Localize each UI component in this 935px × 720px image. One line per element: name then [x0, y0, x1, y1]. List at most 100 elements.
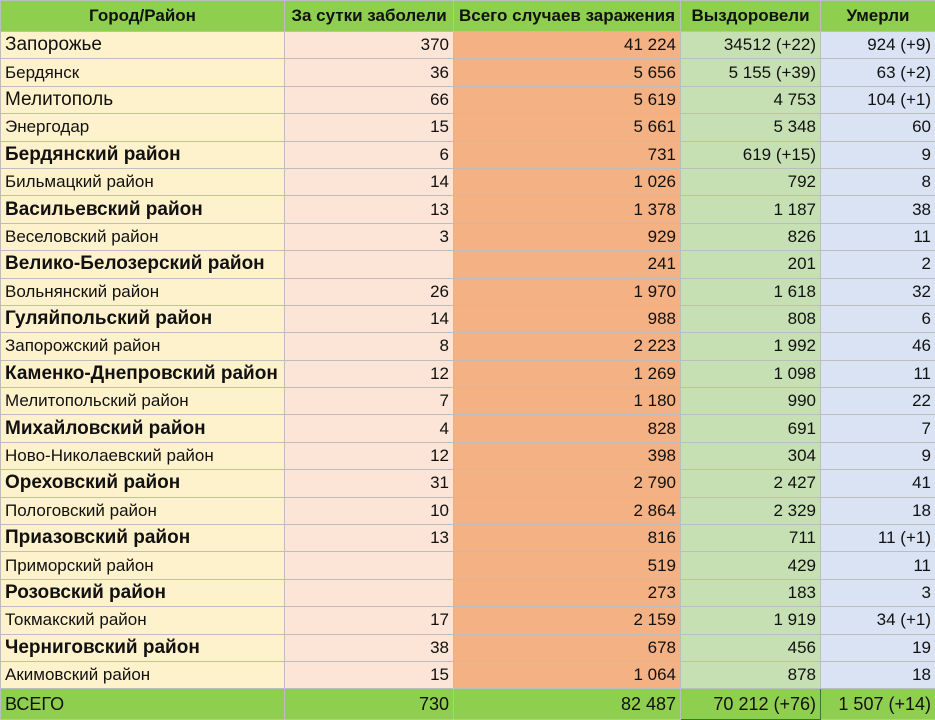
died-cell[interactable]: 63 (+2) — [821, 59, 935, 86]
city-name-cell[interactable]: Акимовский район — [1, 661, 285, 688]
died-cell[interactable]: 6 — [821, 305, 935, 332]
total-cases-cell[interactable]: 2 790 — [454, 470, 681, 497]
died-cell[interactable]: 38 — [821, 196, 935, 223]
daily-cases-cell[interactable]: 17 — [285, 607, 454, 634]
daily-cases-cell[interactable]: 31 — [285, 470, 454, 497]
city-name-cell[interactable]: Приазовский район — [1, 525, 285, 552]
daily-cases-cell[interactable]: 15 — [285, 661, 454, 688]
recovered-cell[interactable]: 5 348 — [681, 114, 821, 141]
total-cases-cell[interactable]: 5 661 — [454, 114, 681, 141]
died-cell[interactable]: 11 — [821, 552, 935, 579]
total-cases-cell[interactable]: 5 619 — [454, 86, 681, 113]
recovered-cell[interactable]: 429 — [681, 552, 821, 579]
total-cases-cell[interactable]: 1 970 — [454, 278, 681, 305]
city-name-cell[interactable]: Токмакский район — [1, 607, 285, 634]
header-city[interactable]: Город/Район — [1, 1, 285, 32]
recovered-cell[interactable]: 34512 (+22) — [681, 32, 821, 59]
total-cases-cell[interactable]: 1 026 — [454, 168, 681, 195]
daily-cases-cell[interactable]: 26 — [285, 278, 454, 305]
total-cases-cell[interactable]: 2 223 — [454, 333, 681, 360]
daily-cases-cell[interactable] — [285, 251, 454, 278]
recovered-cell[interactable]: 201 — [681, 251, 821, 278]
city-name-cell[interactable]: Бильмацкий район — [1, 168, 285, 195]
daily-cases-cell[interactable] — [285, 579, 454, 606]
city-name-cell[interactable]: Запорожский район — [1, 333, 285, 360]
died-cell[interactable]: 32 — [821, 278, 935, 305]
recovered-cell[interactable]: 1 098 — [681, 360, 821, 387]
city-name-cell[interactable]: Бердянск — [1, 59, 285, 86]
daily-cases-cell[interactable]: 6 — [285, 141, 454, 168]
city-name-cell[interactable]: Мелитопольский район — [1, 388, 285, 415]
daily-cases-cell[interactable]: 12 — [285, 360, 454, 387]
died-cell[interactable]: 9 — [821, 442, 935, 469]
summary-daily-cell[interactable]: 730 — [285, 689, 454, 720]
died-cell[interactable]: 9 — [821, 141, 935, 168]
recovered-cell[interactable]: 711 — [681, 525, 821, 552]
daily-cases-cell[interactable]: 7 — [285, 388, 454, 415]
city-name-cell[interactable]: Черниговский район — [1, 634, 285, 661]
total-cases-cell[interactable]: 2 864 — [454, 497, 681, 524]
city-name-cell[interactable]: Розовский район — [1, 579, 285, 606]
city-name-cell[interactable]: Пологовский район — [1, 497, 285, 524]
recovered-cell[interactable]: 808 — [681, 305, 821, 332]
died-cell[interactable]: 11 — [821, 360, 935, 387]
total-cases-cell[interactable]: 1 269 — [454, 360, 681, 387]
recovered-cell[interactable]: 990 — [681, 388, 821, 415]
total-cases-cell[interactable]: 1 180 — [454, 388, 681, 415]
summary-died-cell[interactable]: 1 507 (+14) — [821, 689, 935, 720]
total-cases-cell[interactable]: 1 064 — [454, 661, 681, 688]
recovered-cell[interactable]: 456 — [681, 634, 821, 661]
total-cases-cell[interactable]: 5 656 — [454, 59, 681, 86]
daily-cases-cell[interactable]: 14 — [285, 168, 454, 195]
total-cases-cell[interactable]: 41 224 — [454, 32, 681, 59]
recovered-cell[interactable]: 2 329 — [681, 497, 821, 524]
died-cell[interactable]: 18 — [821, 497, 935, 524]
total-cases-cell[interactable]: 241 — [454, 251, 681, 278]
recovered-cell[interactable]: 1 187 — [681, 196, 821, 223]
total-cases-cell[interactable]: 988 — [454, 305, 681, 332]
died-cell[interactable]: 104 (+1) — [821, 86, 935, 113]
city-name-cell[interactable]: Мелитополь — [1, 86, 285, 113]
recovered-cell[interactable]: 183 — [681, 579, 821, 606]
total-cases-cell[interactable]: 929 — [454, 223, 681, 250]
recovered-cell[interactable]: 1 919 — [681, 607, 821, 634]
recovered-cell[interactable]: 619 (+15) — [681, 141, 821, 168]
city-name-cell[interactable]: Приморский район — [1, 552, 285, 579]
city-name-cell[interactable]: Энергодар — [1, 114, 285, 141]
header-total-cases[interactable]: Всего случаев заражения — [454, 1, 681, 32]
daily-cases-cell[interactable]: 36 — [285, 59, 454, 86]
died-cell[interactable]: 11 — [821, 223, 935, 250]
daily-cases-cell[interactable]: 13 — [285, 196, 454, 223]
summary-recovered-cell[interactable]: 70 212 (+76) — [681, 689, 821, 720]
died-cell[interactable]: 3 — [821, 579, 935, 606]
daily-cases-cell[interactable]: 370 — [285, 32, 454, 59]
died-cell[interactable]: 18 — [821, 661, 935, 688]
died-cell[interactable]: 8 — [821, 168, 935, 195]
city-name-cell[interactable]: Вольнянский район — [1, 278, 285, 305]
died-cell[interactable]: 7 — [821, 415, 935, 442]
total-cases-cell[interactable]: 816 — [454, 525, 681, 552]
died-cell[interactable]: 60 — [821, 114, 935, 141]
died-cell[interactable]: 46 — [821, 333, 935, 360]
daily-cases-cell[interactable]: 38 — [285, 634, 454, 661]
summary-name-cell[interactable]: ВСЕГО — [1, 689, 285, 720]
city-name-cell[interactable]: Велико-Белозерский район — [1, 251, 285, 278]
died-cell[interactable]: 41 — [821, 470, 935, 497]
died-cell[interactable]: 22 — [821, 388, 935, 415]
recovered-cell[interactable]: 826 — [681, 223, 821, 250]
daily-cases-cell[interactable]: 13 — [285, 525, 454, 552]
daily-cases-cell[interactable]: 15 — [285, 114, 454, 141]
daily-cases-cell[interactable]: 4 — [285, 415, 454, 442]
daily-cases-cell[interactable]: 12 — [285, 442, 454, 469]
total-cases-cell[interactable]: 828 — [454, 415, 681, 442]
city-name-cell[interactable]: Веселовский район — [1, 223, 285, 250]
recovered-cell[interactable]: 691 — [681, 415, 821, 442]
died-cell[interactable]: 924 (+9) — [821, 32, 935, 59]
total-cases-cell[interactable]: 398 — [454, 442, 681, 469]
total-cases-cell[interactable]: 678 — [454, 634, 681, 661]
header-died[interactable]: Умерли — [821, 1, 935, 32]
city-name-cell[interactable]: Каменко-Днепровский район — [1, 360, 285, 387]
total-cases-cell[interactable]: 273 — [454, 579, 681, 606]
recovered-cell[interactable]: 4 753 — [681, 86, 821, 113]
daily-cases-cell[interactable]: 10 — [285, 497, 454, 524]
